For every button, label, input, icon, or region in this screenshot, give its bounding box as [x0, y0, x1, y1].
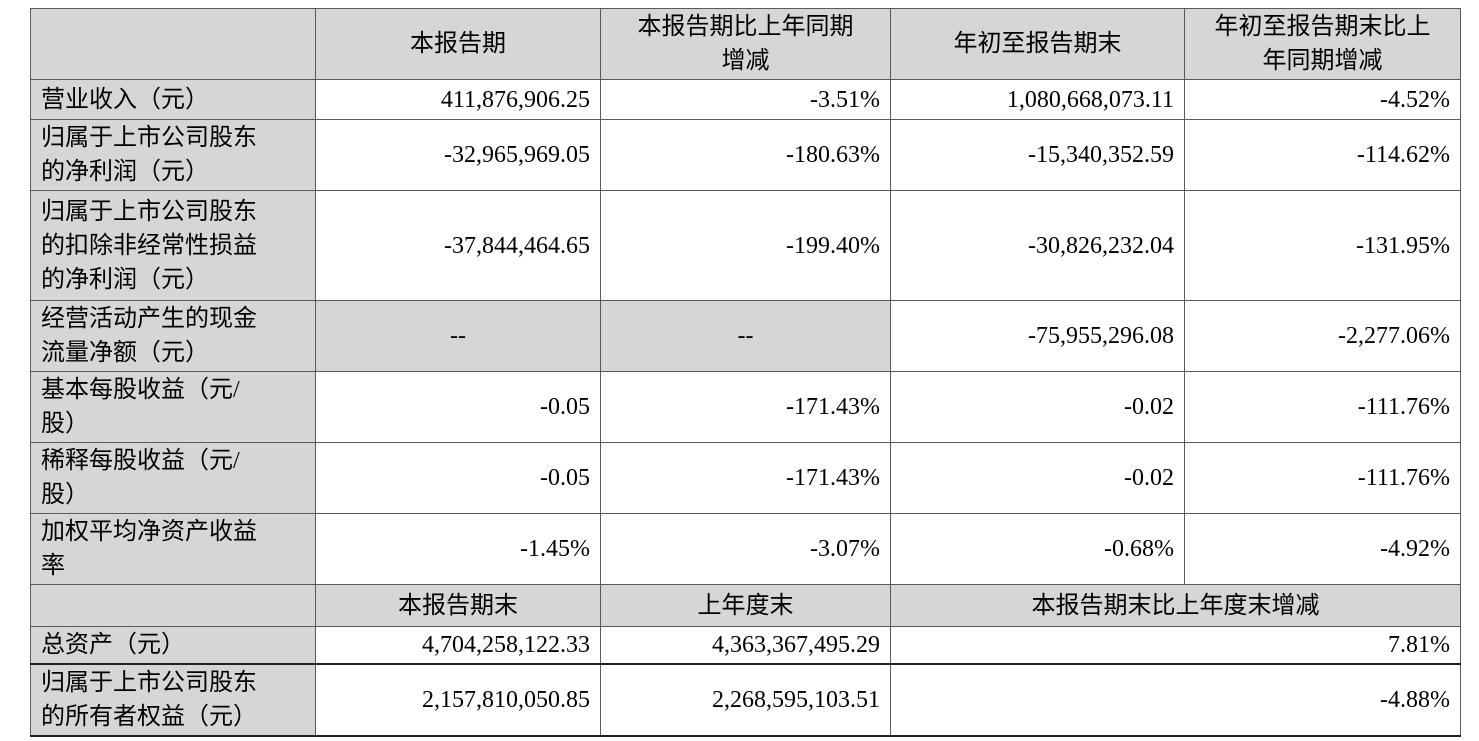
cell-value: -4.52%: [1184, 79, 1461, 120]
cell-value: -15,340,352.59: [890, 119, 1185, 191]
table-row-weighted-avg-roe: 加权平均净资产收益 率 -1.45% -3.07% -0.68% -4.92%: [30, 513, 1461, 585]
header-row-period: 本报告期 本报告期比上年同期 增减 年初至报告期末 年初至报告期末比上 年同期增…: [30, 8, 1461, 80]
row-label: 稀释每股收益（元/ 股）: [30, 442, 316, 514]
header-yoy-change: 本报告期比上年同期 增减: [600, 8, 891, 80]
table-row-operating-revenue: 营业收入（元） 411,876,906.25 -3.51% 1,080,668,…: [30, 79, 1461, 120]
cell-value: -111.76%: [1184, 371, 1461, 443]
cell-value: 2,157,810,050.85: [315, 663, 601, 737]
header-current-period-end: 本报告期末: [315, 584, 601, 627]
cell-value: -199.40%: [600, 190, 891, 301]
row-label: 总资产（元）: [30, 626, 316, 665]
cell-value: -131.95%: [1184, 190, 1461, 301]
cell-value: -0.68%: [890, 513, 1185, 585]
cell-value: -32,965,969.05: [315, 119, 601, 191]
table-row-net-profit-excl-nonrecurring: 归属于上市公司股东 的扣除非经常性损益 的净利润（元） -37,844,464.…: [30, 190, 1461, 301]
table-row-total-assets: 总资产（元） 4,704,258,122.33 4,363,367,495.29…: [30, 626, 1461, 665]
header-ytd-yoy-change: 年初至报告期末比上 年同期增减: [1184, 8, 1461, 80]
cell-value-na: --: [315, 300, 601, 372]
cell-value: 1,080,668,073.11: [890, 79, 1185, 120]
cell-value: 2,268,595,103.51: [600, 663, 891, 737]
row-label: 营业收入（元）: [30, 79, 316, 120]
cell-value: -111.76%: [1184, 442, 1461, 514]
row-label: 经营活动产生的现金 流量净额（元）: [30, 300, 316, 372]
cell-value: -171.43%: [600, 442, 891, 514]
cell-value: -4.92%: [1184, 513, 1461, 585]
header-current-period: 本报告期: [315, 8, 601, 80]
financial-summary-table-container: 本报告期 本报告期比上年同期 增减 年初至报告期末 年初至报告期末比上 年同期增…: [30, 8, 1461, 737]
cell-value: 4,704,258,122.33: [315, 626, 601, 665]
table-row-basic-eps: 基本每股收益（元/ 股） -0.05 -171.43% -0.02 -111.7…: [30, 371, 1461, 443]
cell-value: -37,844,464.65: [315, 190, 601, 301]
cell-value: 411,876,906.25: [315, 79, 601, 120]
cell-value: -3.07%: [600, 513, 891, 585]
table-row-diluted-eps: 稀释每股收益（元/ 股） -0.05 -171.43% -0.02 -111.7…: [30, 442, 1461, 514]
cell-value: -180.63%: [600, 119, 891, 191]
row-label: 加权平均净资产收益 率: [30, 513, 316, 585]
row-label: 归属于上市公司股东 的所有者权益（元）: [30, 663, 316, 737]
header-ytd: 年初至报告期末: [890, 8, 1185, 80]
cell-value: -75,955,296.08: [890, 300, 1185, 372]
cell-value: -0.02: [890, 371, 1185, 443]
header-change-vs-prior-year-end: 本报告期末比上年度末增减: [890, 584, 1461, 627]
row-label: 归属于上市公司股东 的扣除非经常性损益 的净利润（元）: [30, 190, 316, 301]
cell-value: -0.02: [890, 442, 1185, 514]
cell-value: 4,363,367,495.29: [600, 626, 891, 665]
header-blank-cell: [30, 8, 316, 80]
cell-value: -30,826,232.04: [890, 190, 1185, 301]
header-row-period-end: 本报告期末 上年度末 本报告期末比上年度末增减: [30, 584, 1461, 627]
header-prior-year-end: 上年度末: [600, 584, 891, 627]
cell-value: -171.43%: [600, 371, 891, 443]
row-label: 基本每股收益（元/ 股）: [30, 371, 316, 443]
key-accounting-data-table: 本报告期 本报告期比上年同期 增减 年初至报告期末 年初至报告期末比上 年同期增…: [30, 8, 1461, 737]
table-row-operating-cash-flow: 经营活动产生的现金 流量净额（元） -- -- -75,955,296.08 -…: [30, 300, 1461, 372]
cell-value: -1.45%: [315, 513, 601, 585]
cell-value: -2,277.06%: [1184, 300, 1461, 372]
cell-value-na: --: [600, 300, 891, 372]
header-blank-cell: [30, 584, 316, 627]
cell-value: -114.62%: [1184, 119, 1461, 191]
row-label: 归属于上市公司股东 的净利润（元）: [30, 119, 316, 191]
cell-value: -0.05: [315, 371, 601, 443]
table-row-owners-equity: 归属于上市公司股东 的所有者权益（元） 2,157,810,050.85 2,2…: [30, 663, 1461, 737]
cell-value: -3.51%: [600, 79, 891, 120]
table-row-net-profit: 归属于上市公司股东 的净利润（元） -32,965,969.05 -180.63…: [30, 119, 1461, 191]
cell-value: -4.88%: [890, 663, 1461, 737]
cell-value: 7.81%: [890, 626, 1461, 665]
cell-value: -0.05: [315, 442, 601, 514]
